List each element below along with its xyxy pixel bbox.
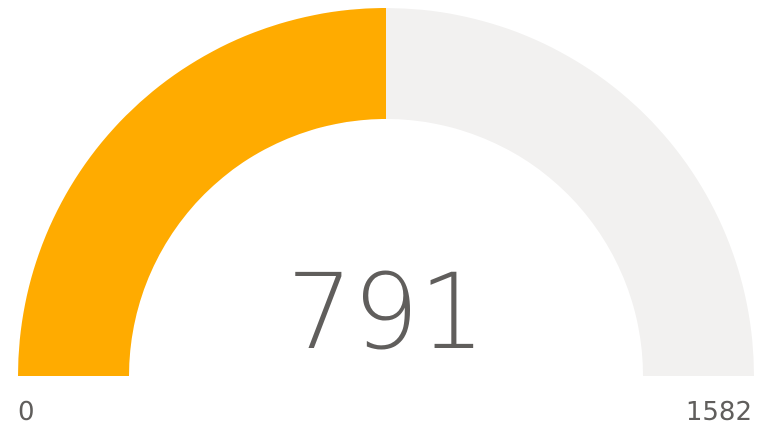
- gauge-value-arc: [18, 8, 386, 376]
- gauge-value-label: 791: [287, 251, 486, 373]
- gauge-max-label: 1582: [686, 397, 752, 427]
- gauge-min-label: 0: [18, 397, 35, 427]
